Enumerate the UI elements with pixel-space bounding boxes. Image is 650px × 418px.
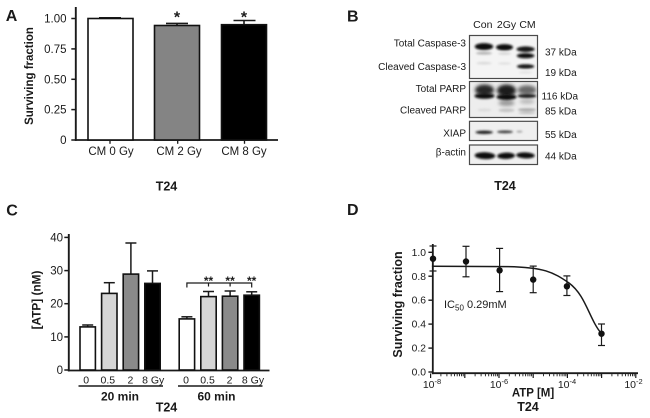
svg-text:0.6: 0.6 (412, 296, 427, 307)
svg-text:20 min: 20 min (101, 390, 139, 404)
svg-text:Surviving fraction: Surviving fraction (24, 27, 36, 125)
svg-text:55 kDa: 55 kDa (545, 130, 577, 141)
svg-text:0.75: 0.75 (44, 44, 66, 56)
svg-text:116 kDa: 116 kDa (542, 92, 579, 103)
svg-text:C: C (6, 203, 18, 220)
svg-text:Cleaved PARP: Cleaved PARP (400, 106, 466, 117)
svg-text:44 kDa: 44 kDa (545, 151, 577, 162)
svg-text:A: A (6, 8, 18, 25)
svg-text:CM 2 Gy: CM 2 Gy (156, 146, 202, 158)
svg-text:T24: T24 (156, 180, 178, 194)
svg-text:37 kDa: 37 kDa (545, 47, 577, 58)
svg-text:0.4: 0.4 (412, 320, 427, 331)
svg-text:B: B (347, 9, 359, 26)
svg-text:0: 0 (57, 365, 63, 377)
svg-text:**: ** (225, 274, 235, 288)
svg-text:*: * (241, 10, 248, 27)
svg-text:0.8: 0.8 (412, 272, 427, 283)
svg-text:0.2: 0.2 (412, 344, 427, 355)
svg-text:2Gy: 2Gy (497, 19, 517, 31)
svg-text:[ATP] (nM): [ATP] (nM) (30, 271, 44, 330)
svg-text:CM 0 Gy: CM 0 Gy (88, 146, 134, 158)
svg-text:85 kDa: 85 kDa (545, 107, 577, 118)
svg-text:40: 40 (50, 232, 63, 244)
svg-text:60 min: 60 min (197, 390, 235, 404)
svg-text:Surviving fraction: Surviving fraction (391, 251, 405, 357)
svg-text:T24: T24 (494, 179, 516, 193)
svg-text:10: 10 (50, 332, 63, 344)
svg-text:**: ** (204, 274, 214, 288)
svg-text:0: 0 (83, 375, 89, 387)
svg-text:**: ** (247, 274, 257, 288)
svg-text:8 Gy: 8 Gy (142, 375, 165, 387)
svg-text:ATP [M]: ATP [M] (512, 388, 555, 400)
svg-text:0.0: 0.0 (412, 368, 427, 379)
svg-text:CM 8 Gy: CM 8 Gy (221, 146, 267, 158)
svg-text:0: 0 (60, 135, 66, 147)
svg-text:19 kDa: 19 kDa (545, 68, 577, 79)
svg-text:Cleaved Caspase-3: Cleaved Caspase-3 (378, 62, 466, 73)
svg-text:1.00: 1.00 (44, 14, 66, 26)
svg-text:Con: Con (473, 19, 492, 31)
svg-text:20: 20 (50, 299, 63, 311)
svg-text:Total PARP: Total PARP (416, 84, 467, 95)
svg-text:30: 30 (50, 266, 63, 278)
svg-text:Total Caspase-3: Total Caspase-3 (394, 39, 467, 50)
svg-text:2: 2 (227, 375, 233, 387)
svg-text:β-actin: β-actin (436, 148, 466, 159)
svg-text:0.50: 0.50 (44, 74, 66, 86)
svg-text:T24: T24 (517, 400, 539, 414)
svg-text:IC50 0.29mM: IC50 0.29mM (444, 299, 507, 313)
svg-text:0.5: 0.5 (100, 375, 115, 387)
svg-text:D: D (347, 202, 359, 219)
svg-text:CM: CM (519, 19, 535, 31)
svg-text:0.25: 0.25 (44, 105, 66, 117)
svg-text:XIAP: XIAP (443, 129, 466, 140)
svg-text:0: 0 (183, 375, 189, 387)
svg-text:T24: T24 (156, 401, 178, 415)
svg-text:0.5: 0.5 (200, 375, 215, 387)
svg-text:8 Gy: 8 Gy (242, 375, 265, 387)
svg-text:*: * (174, 10, 181, 27)
svg-text:2: 2 (127, 375, 133, 387)
svg-text:1.0: 1.0 (412, 248, 427, 259)
